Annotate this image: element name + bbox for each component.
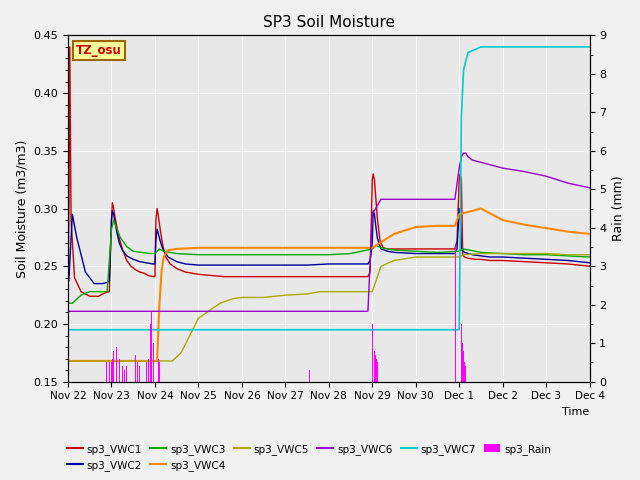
Y-axis label: Soil Moisture (m3/m3): Soil Moisture (m3/m3) <box>15 139 28 278</box>
X-axis label: Time: Time <box>563 407 589 417</box>
Y-axis label: Rain (mm): Rain (mm) <box>612 176 625 241</box>
Title: SP3 Soil Moisture: SP3 Soil Moisture <box>263 15 395 30</box>
Legend: sp3_VWC1, sp3_VWC2, sp3_VWC3, sp3_VWC4, sp3_VWC5, sp3_VWC6, sp3_VWC7, sp3_Rain: sp3_VWC1, sp3_VWC2, sp3_VWC3, sp3_VWC4, … <box>63 439 556 475</box>
Text: TZ_osu: TZ_osu <box>76 44 122 58</box>
